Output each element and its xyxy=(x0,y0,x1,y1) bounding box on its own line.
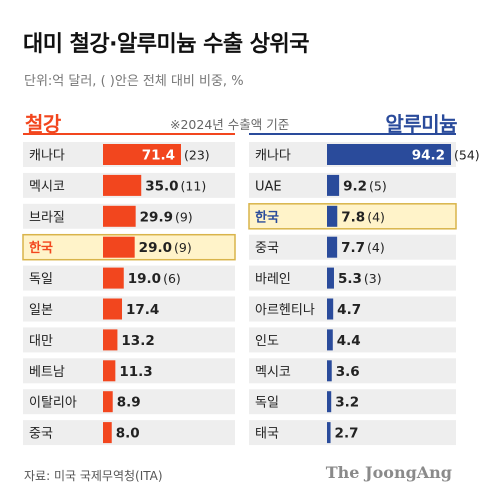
steel-bar xyxy=(103,422,112,444)
steel-category-label: 멕시코 xyxy=(29,179,65,194)
steel-value-label: 8.0 xyxy=(116,426,140,442)
steel-category-label: 대만 xyxy=(29,334,53,349)
steel-row-bg xyxy=(23,420,235,446)
aluminum-category-label: UAE xyxy=(255,179,282,194)
steel-bar xyxy=(103,298,123,320)
steel-value-label: 29.0 xyxy=(139,240,172,256)
steel-value-label: 71.4 xyxy=(142,148,175,164)
aluminum-row-bg xyxy=(249,420,456,446)
steel-share-label: (9) xyxy=(174,240,192,255)
steel-category-label: 캐나다 xyxy=(29,149,65,164)
aluminum-bar xyxy=(327,174,340,196)
aluminum-row-bg xyxy=(249,389,456,415)
aluminum-value-label: 7.7 xyxy=(341,240,365,256)
steel-share-label: (23) xyxy=(184,148,210,163)
aluminum-value-label: 5.3 xyxy=(338,271,362,287)
aluminum-bar xyxy=(327,422,331,444)
publisher-logo: The JoongAng xyxy=(325,463,452,482)
steel-share-label: (6) xyxy=(163,271,181,286)
steel-row-bg xyxy=(23,389,235,415)
steel-row-bg xyxy=(23,358,235,384)
steel-value-label: 17.4 xyxy=(126,302,159,318)
steel-category-label: 브라질 xyxy=(29,210,65,225)
aluminum-row-bg xyxy=(249,327,456,353)
aluminum-share-label: (3) xyxy=(364,271,382,286)
aluminum-value-label: 4.4 xyxy=(337,333,361,349)
steel-row-bg xyxy=(23,265,235,291)
aluminum-value-label: 3.2 xyxy=(335,395,359,411)
aluminum-value-label: 4.7 xyxy=(337,302,361,318)
steel-value-label: 11.3 xyxy=(119,364,152,380)
aluminum-row-bg xyxy=(249,172,456,198)
aluminum-category-label: 한국 xyxy=(255,209,279,225)
steel-bar xyxy=(103,144,181,165)
aluminum-row-bg xyxy=(248,203,457,230)
aluminum-row-bg xyxy=(249,234,456,260)
steel-bar xyxy=(103,329,118,351)
steel-value-label: 13.2 xyxy=(121,333,154,349)
steel-bar xyxy=(103,205,136,227)
aluminum-bar xyxy=(327,236,338,258)
steel-bar xyxy=(103,360,116,382)
steel-share-label: (9) xyxy=(175,209,193,224)
basis-note: ※2024년 수출액 기준 xyxy=(170,117,290,132)
steel-category-label: 중국 xyxy=(29,427,53,442)
aluminum-category-label: 바레인 xyxy=(255,272,291,287)
aluminum-bar xyxy=(327,329,333,351)
aluminum-category-label: 멕시코 xyxy=(255,365,291,380)
steel-category-label: 베트남 xyxy=(29,365,65,380)
aluminum-bar xyxy=(327,360,332,382)
aluminum-bar xyxy=(327,205,338,227)
aluminum-share-label: (54) xyxy=(454,148,480,163)
aluminum-bar xyxy=(327,144,451,165)
aluminum-panel-title: 알루미늄 xyxy=(385,112,457,136)
aluminum-value-label: 9.2 xyxy=(343,178,367,194)
aluminum-row-bg xyxy=(249,296,456,322)
steel-share-label: (11) xyxy=(181,178,207,193)
steel-row-bg xyxy=(23,327,235,353)
steel-bar xyxy=(103,391,113,413)
aluminum-share-label: (4) xyxy=(367,209,385,224)
aluminum-category-label: 아르헨티나 xyxy=(255,303,315,318)
steel-row-bg xyxy=(23,296,235,322)
aluminum-bar xyxy=(327,298,334,320)
steel-category-label: 이탈리아 xyxy=(29,396,77,411)
aluminum-value-label: 3.6 xyxy=(336,364,360,380)
steel-category-label: 독일 xyxy=(29,272,53,287)
steel-category-label: 한국 xyxy=(29,240,53,256)
aluminum-category-label: 독일 xyxy=(255,396,279,411)
aluminum-category-label: 태국 xyxy=(255,427,279,442)
aluminum-bar xyxy=(327,391,332,413)
aluminum-share-label: (5) xyxy=(369,178,387,193)
chart-subtitle: 단위:억 달러, ( )안은 전체 대비 비중, % xyxy=(24,74,244,89)
steel-bar xyxy=(103,236,135,258)
chart-title: 대미 철강·알루미늄 수출 상위국 xyxy=(23,32,309,57)
steel-bar xyxy=(103,174,142,196)
aluminum-bar xyxy=(327,267,334,289)
aluminum-row-bg xyxy=(249,265,456,291)
steel-bar xyxy=(103,267,124,289)
aluminum-row-bg xyxy=(249,358,456,384)
steel-panel-title: 철강 xyxy=(25,112,61,136)
source-note: 자료: 미국 국제무역청(ITA) xyxy=(24,469,163,483)
aluminum-category-label: 캐나다 xyxy=(255,149,291,164)
steel-category-label: 일본 xyxy=(29,303,53,318)
aluminum-value-label: 2.7 xyxy=(335,426,359,442)
aluminum-category-label: 중국 xyxy=(255,241,279,256)
aluminum-value-label: 94.2 xyxy=(412,148,445,164)
aluminum-category-label: 인도 xyxy=(255,334,279,349)
aluminum-value-label: 7.8 xyxy=(341,209,365,225)
aluminum-share-label: (4) xyxy=(367,240,385,255)
steel-value-label: 35.0 xyxy=(145,178,178,194)
steel-value-label: 29.9 xyxy=(140,209,173,225)
steel-value-label: 19.0 xyxy=(128,271,161,287)
steel-value-label: 8.9 xyxy=(117,395,141,411)
